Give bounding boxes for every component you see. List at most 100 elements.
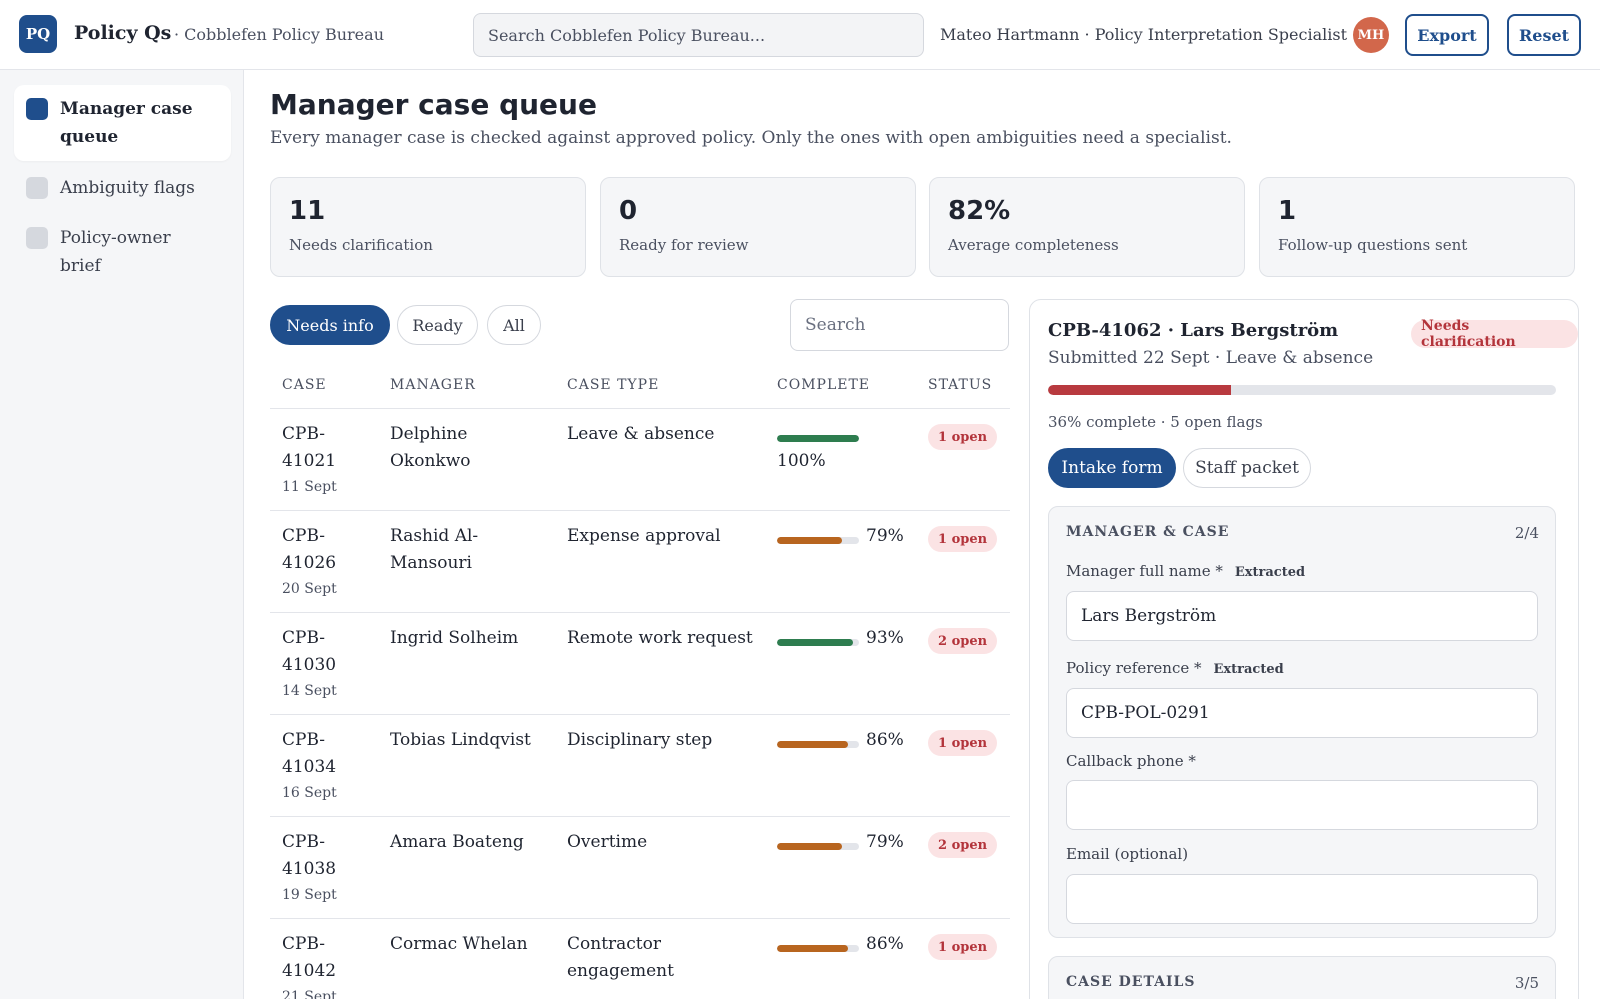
user-name-role: Mateo Hartmann · Policy Interpretation S… — [940, 25, 1347, 44]
case-date: 11 Sept — [282, 479, 337, 495]
tab-intake-form[interactable]: Intake form — [1048, 448, 1176, 488]
page-title: Manager case queue — [270, 88, 597, 121]
status-badge: 1 open — [928, 730, 998, 756]
completeness-bar-fill — [777, 843, 842, 850]
case-id: CPB-41021 — [282, 424, 337, 471]
manager-name: Tobias Lindqvist — [390, 730, 531, 750]
field-label-manager-name: Manager full name * Extracted — [1066, 562, 1305, 580]
column-header-manager[interactable]: Manager — [390, 377, 476, 393]
app-name: Policy Qs — [74, 22, 172, 44]
section-case-details[interactable]: CASE DETAILS 3/5 — [1048, 956, 1556, 999]
global-search-input[interactable] — [473, 13, 924, 57]
column-header-status[interactable]: Status — [928, 377, 993, 393]
stat-card-average-completeness: 82% Average completeness — [929, 177, 1245, 277]
nav-square-icon — [26, 177, 48, 199]
filter-ready[interactable]: Ready — [397, 305, 478, 345]
email-field[interactable] — [1066, 874, 1538, 924]
case-date: 19 Sept — [282, 887, 337, 903]
case-date: 21 Sept — [282, 989, 337, 999]
completeness-bar — [777, 639, 859, 646]
callback-phone-field[interactable] — [1066, 780, 1538, 830]
case-type: Disciplinary step — [567, 730, 713, 750]
filter-needs-info[interactable]: Needs info — [270, 305, 390, 345]
completeness-bar-fill — [777, 639, 854, 646]
column-header-case-type[interactable]: Case type — [567, 377, 660, 393]
completeness-bar-fill — [777, 537, 842, 544]
completeness-bar-fill — [777, 741, 848, 748]
column-header-case[interactable]: Case — [282, 377, 327, 393]
stat-value: 1 — [1278, 196, 1297, 226]
section-count: 2/4 — [1514, 524, 1539, 542]
extracted-tag: Extracted — [1213, 662, 1284, 677]
table-row[interactable]: CPB-41038 19 Sept Amara Boateng Overtime … — [270, 817, 1010, 919]
status-badge: 1 open — [928, 526, 998, 552]
top-bar: PQ Policy Qs · Cobblefen Policy Bureau M… — [0, 0, 1600, 70]
stat-label: Follow-up questions sent — [1278, 236, 1468, 254]
reset-button[interactable]: Reset — [1507, 14, 1581, 56]
table-row[interactable]: CPB-41026 20 Sept Rashid Al-Mansouri Expe… — [270, 511, 1010, 613]
completeness-percent: 86% — [866, 730, 904, 750]
sidebar-item-label: Policy-owner brief — [60, 228, 171, 276]
case-date: 16 Sept — [282, 785, 337, 801]
manager-name: Rashid Al-Mansouri — [390, 526, 479, 573]
sidebar-item-label: Ambiguity flags — [60, 178, 195, 198]
column-header-complete[interactable]: Complete — [777, 377, 871, 393]
table-row[interactable]: CPB-41034 16 Sept Tobias Lindqvist Discip… — [270, 715, 1010, 817]
table-row[interactable]: CPB-41030 14 Sept Ingrid Solheim Remote w… — [270, 613, 1010, 715]
sidebar-item-ambiguity-flags[interactable]: Ambiguity flags — [14, 164, 231, 212]
completeness-bar-fill — [777, 435, 859, 442]
case-id-cell: CPB-41034 16 Sept — [282, 727, 372, 805]
completeness-percent: 79% — [866, 832, 904, 852]
avatar[interactable]: MH — [1353, 17, 1389, 53]
stat-value: 82% — [948, 196, 1011, 226]
tab-staff-packet[interactable]: Staff packet — [1183, 448, 1311, 488]
case-type: Leave & absence — [567, 424, 715, 444]
field-label-callback-phone: Callback phone * — [1066, 752, 1196, 770]
app-logo[interactable]: PQ — [19, 15, 57, 53]
table-row[interactable]: CPB-41042 21 Sept Cormac Whelan Contracto… — [270, 919, 1010, 999]
stat-card-follow-up-questions: 1 Follow-up questions sent — [1259, 177, 1575, 277]
case-id-cell: CPB-41030 14 Sept — [282, 625, 372, 703]
case-id: CPB-41034 — [282, 730, 337, 777]
case-type: Expense approval — [567, 526, 721, 546]
main-content: Manager case queue Every manager case is… — [245, 70, 1600, 999]
case-detail-panel: CPB-41062 · Lars Bergström Needs clarifi… — [1029, 299, 1579, 999]
table-row[interactable]: CPB-41021 11 Sept Delphine Okonkwo Leave … — [270, 409, 1010, 511]
case-id-cell: CPB-41026 20 Sept — [282, 523, 372, 601]
detail-progress-bar — [1048, 385, 1556, 395]
case-type: Overtime — [567, 832, 648, 852]
detail-title: CPB-41062 · Lars Bergström — [1048, 320, 1339, 341]
filter-all[interactable]: All — [487, 305, 541, 345]
org-name: · Cobblefen Policy Bureau — [174, 25, 384, 44]
detail-progress-text: 36% complete · 5 open flags — [1048, 413, 1263, 431]
stat-label: Needs clarification — [289, 236, 433, 254]
detail-status-badge: Needs clarification — [1411, 318, 1578, 350]
status-badge: 1 open — [928, 424, 998, 450]
export-button[interactable]: Export — [1405, 14, 1489, 56]
sidebar-item-manager-case-queue[interactable]: Manager case queue — [14, 85, 231, 161]
stat-card-needs-clarification: 11 Needs clarification — [270, 177, 586, 277]
stat-card-ready-for-review: 0 Ready for review — [600, 177, 916, 277]
field-label-email: Email (optional) — [1066, 845, 1189, 863]
case-date: 14 Sept — [282, 683, 337, 699]
completeness-percent: 79% — [866, 526, 904, 546]
completeness-bar — [777, 945, 859, 952]
case-id-cell: CPB-41038 19 Sept — [282, 829, 372, 907]
detail-progress-fill — [1048, 385, 1231, 395]
completeness-percent: 100% — [777, 451, 826, 471]
sidebar-item-policy-owner-brief[interactable]: Policy-owner brief — [14, 214, 231, 290]
sidebar-item-label: Manager case queue — [60, 99, 193, 147]
policy-reference-field[interactable] — [1066, 688, 1538, 738]
stat-value: 0 — [619, 196, 638, 226]
status-badge: 2 open — [928, 832, 998, 858]
extracted-tag: Extracted — [1234, 565, 1306, 580]
manager-name-field[interactable] — [1066, 591, 1538, 641]
completeness-percent: 93% — [866, 628, 904, 648]
completeness-bar — [777, 843, 859, 850]
status-badge: 1 open — [928, 934, 998, 960]
case-id-cell: CPB-41042 21 Sept — [282, 931, 372, 999]
table-header: Case Manager Case type Complete Status — [270, 365, 1010, 409]
section-manager-and-case: MANAGER & CASE 2/4 Manager full name * Ex… — [1048, 506, 1556, 938]
manager-name: Amara Boateng — [390, 832, 524, 852]
table-search-input[interactable] — [790, 299, 1009, 351]
